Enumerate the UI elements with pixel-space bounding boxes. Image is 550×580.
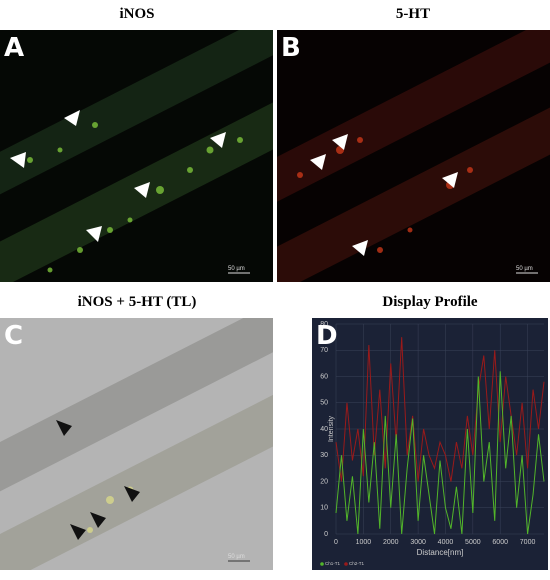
x-tick-label: 1000 <box>356 539 372 546</box>
x-tick-label: 0 <box>334 539 338 546</box>
panel-letter: B <box>281 33 301 63</box>
panel-title: 5-HT <box>396 6 430 22</box>
y-tick-label: 80 <box>320 321 328 328</box>
y-tick-label: 60 <box>320 373 328 380</box>
y-tick-label: 70 <box>320 347 328 354</box>
chart: 0 10 20 30 40 50 60 70 80 0 1000 2000 3000 4000 5000 60… <box>320 321 545 566</box>
x-tick-label: 7000 <box>520 539 536 546</box>
y-tick-label: 10 <box>320 505 328 512</box>
data-line <box>335 337 545 482</box>
x-tick-label: 4000 <box>438 539 454 546</box>
x-axis-label: Distance[nm] <box>417 548 464 557</box>
y-tick-label: 40 <box>320 426 328 433</box>
micrograph <box>277 30 550 282</box>
panel-letter: A <box>4 33 24 63</box>
legend-swatch <box>344 562 348 566</box>
x-tick-label: 5000 <box>465 539 481 546</box>
x-tick-label: 6000 <box>492 539 508 546</box>
legend-label: Ch1-T1 <box>325 561 341 566</box>
data-line <box>335 371 545 535</box>
panel-title: Display Profile <box>382 294 477 310</box>
legend-label: Ch2-T1 <box>349 561 365 566</box>
panel-title: iNOS + 5-HT (TL) <box>78 294 197 310</box>
scale-bar-label: 50 µm <box>228 266 245 272</box>
y-tick-label: 50 <box>320 400 328 407</box>
panel-letter: D <box>316 321 338 351</box>
panel-letter: C <box>4 321 23 351</box>
x-tick-label: 3000 <box>410 539 426 546</box>
y-tick-label: 20 <box>320 478 328 485</box>
scale-bar-label: 50 µm <box>228 554 245 560</box>
panel-title: iNOS <box>119 6 154 22</box>
micrograph <box>0 30 273 282</box>
y-tick-label: 0 <box>324 531 328 538</box>
y-axis-label: Intensity <box>328 415 335 442</box>
scale-bar-label: 50 µm <box>516 266 533 272</box>
x-tick-label: 2000 <box>383 539 399 546</box>
legend-swatch <box>320 562 324 566</box>
y-tick-label: 30 <box>320 452 328 459</box>
micrograph <box>0 318 273 570</box>
